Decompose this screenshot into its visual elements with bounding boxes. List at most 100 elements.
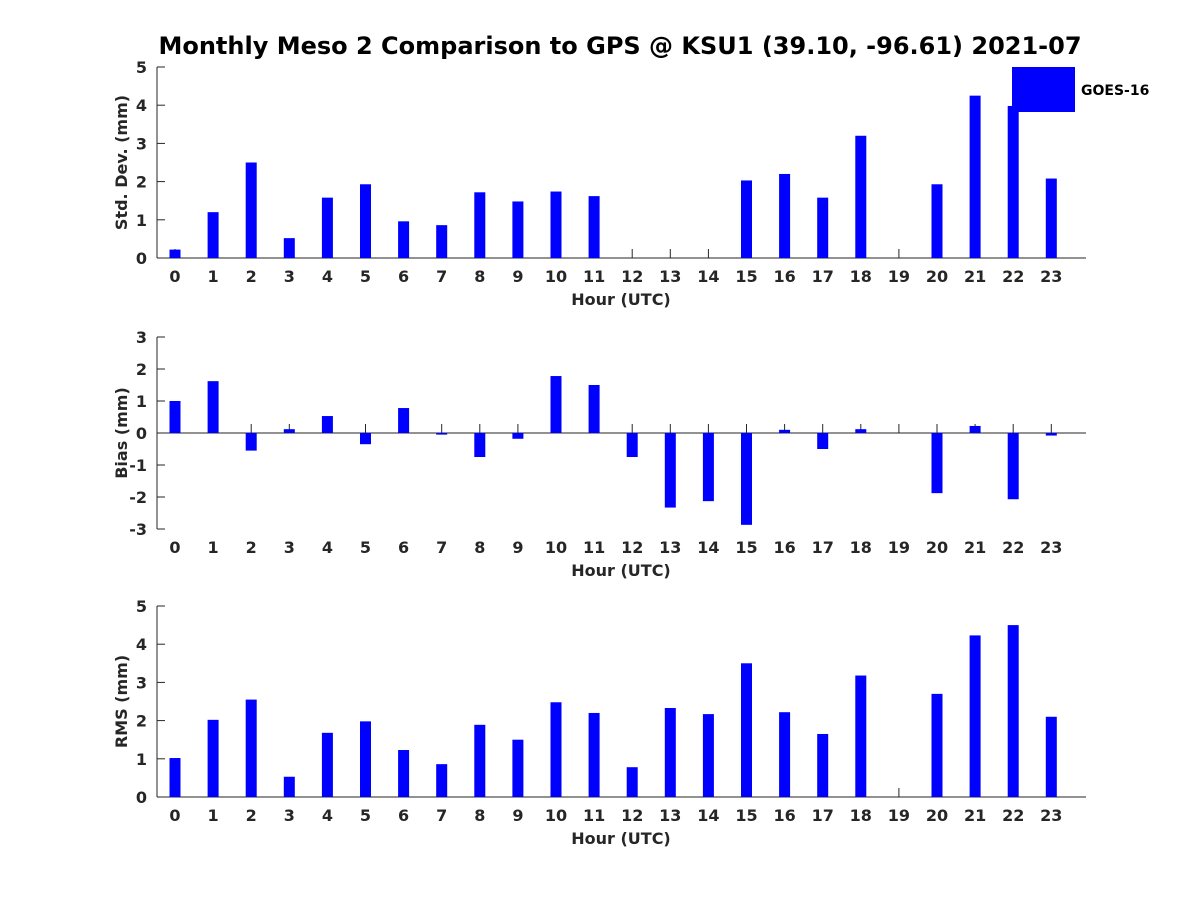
x-tick-label: 7 [436,267,447,286]
x-tick-label: 6 [398,267,409,286]
bar-hour-23 [1045,178,1057,258]
y-tick-label: 3 [136,134,147,153]
y-axis-label: Bias (mm) [112,387,131,479]
bar-hour-17 [817,433,829,449]
x-tick-label: 4 [322,806,333,825]
x-tick-label: 1 [208,267,219,286]
x-axis-label: Hour (UTC) [571,829,671,848]
x-tick-label: 23 [1040,267,1062,286]
y-tick-label: -2 [129,488,147,507]
x-tick-label: 22 [1002,267,1024,286]
y-tick-label: 2 [136,173,147,192]
x-tick-label: 2 [246,538,257,557]
bar-hour-15 [741,180,752,258]
x-tick-label: 18 [850,267,872,286]
x-tick-label: 9 [512,267,523,286]
y-tick-label: 4 [136,96,147,115]
bar-hour-4 [321,732,333,797]
y-tick-label: 5 [136,58,147,77]
x-tick-label: 3 [284,267,295,286]
y-axis-label: Std. Dev. (mm) [112,95,131,230]
bar-hour-5 [360,433,371,445]
bar-hour-4 [321,416,333,433]
bar-hour-22 [1007,105,1019,259]
x-tick-label: 1 [208,538,219,557]
x-tick-label: 0 [169,806,180,825]
bar-hour-11 [588,385,600,433]
x-tick-label: 13 [659,806,681,825]
bar-hour-20 [931,693,943,797]
bar-hour-23 [1045,433,1057,436]
bar-hour-6 [398,750,410,797]
bar-hour-16 [779,429,791,433]
x-tick-label: 6 [398,806,409,825]
bar-hour-13 [664,707,676,797]
bar-hour-10 [550,702,562,797]
y-tick-label: -1 [129,456,147,475]
bar-hour-0 [169,249,181,258]
bar-hour-10 [550,376,562,433]
y-tick-label: 0 [136,788,147,807]
bar-hour-9 [512,739,524,797]
bar-hour-18 [855,675,867,797]
y-tick-label: 1 [136,392,147,411]
bar-hour-16 [779,712,791,797]
x-tick-label: 20 [926,538,948,557]
x-tick-label: 11 [583,806,605,825]
bar-hour-23 [1045,716,1057,797]
bar-hour-5 [360,184,371,258]
bar-hour-18 [855,135,867,258]
x-tick-label: 21 [964,538,986,557]
y-tick-label: 1 [136,750,147,769]
x-tick-label: 20 [926,267,948,286]
y-tick-label: 1 [136,211,147,230]
x-tick-label: 18 [850,806,872,825]
x-tick-label: 15 [735,538,757,557]
x-tick-label: 7 [436,806,447,825]
x-tick-label: 2 [246,267,257,286]
x-tick-label: 13 [659,267,681,286]
bar-hour-22 [1007,433,1019,500]
bar-hour-16 [779,173,791,258]
y-tick-label: 0 [136,424,147,443]
bar-hour-3 [283,429,295,433]
y-tick-label: 2 [136,712,147,731]
bar-hour-11 [588,712,600,797]
x-tick-label: 18 [850,538,872,557]
bar-hour-12 [626,767,638,797]
x-tick-label: 19 [888,806,910,825]
x-tick-label: 12 [621,806,643,825]
y-tick-label: 5 [136,597,147,616]
x-tick-label: 22 [1002,806,1024,825]
x-tick-label: 19 [888,538,910,557]
bar-hour-14 [702,714,714,797]
bar-hour-7 [436,433,448,435]
bar-hour-1 [207,381,219,433]
x-tick-label: 16 [773,538,795,557]
x-tick-label: 0 [169,267,180,286]
bar-hour-21 [969,425,981,433]
bar-hour-9 [512,201,524,258]
bar-hour-17 [817,197,829,258]
legend-label: GOES-16 [1081,83,1149,99]
x-tick-label: 12 [621,267,643,286]
bar-hour-5 [360,721,371,797]
bar-hour-7 [436,225,448,258]
legend: GOES-16 [1012,67,1149,112]
y-tick-label: 3 [136,328,147,347]
x-tick-label: 23 [1040,806,1062,825]
bar-hour-14 [702,433,714,502]
y-tick-label: 0 [136,249,147,268]
x-tick-label: 3 [284,806,295,825]
bar-hour-21 [969,95,981,259]
bar-hour-7 [436,764,448,797]
x-tick-label: 17 [812,538,834,557]
bar-hour-9 [512,433,524,439]
x-tick-label: 16 [773,806,795,825]
bar-hour-1 [207,719,219,797]
x-tick-label: 3 [284,538,295,557]
x-axis-label: Hour (UTC) [571,290,671,309]
x-tick-label: 5 [360,806,371,825]
